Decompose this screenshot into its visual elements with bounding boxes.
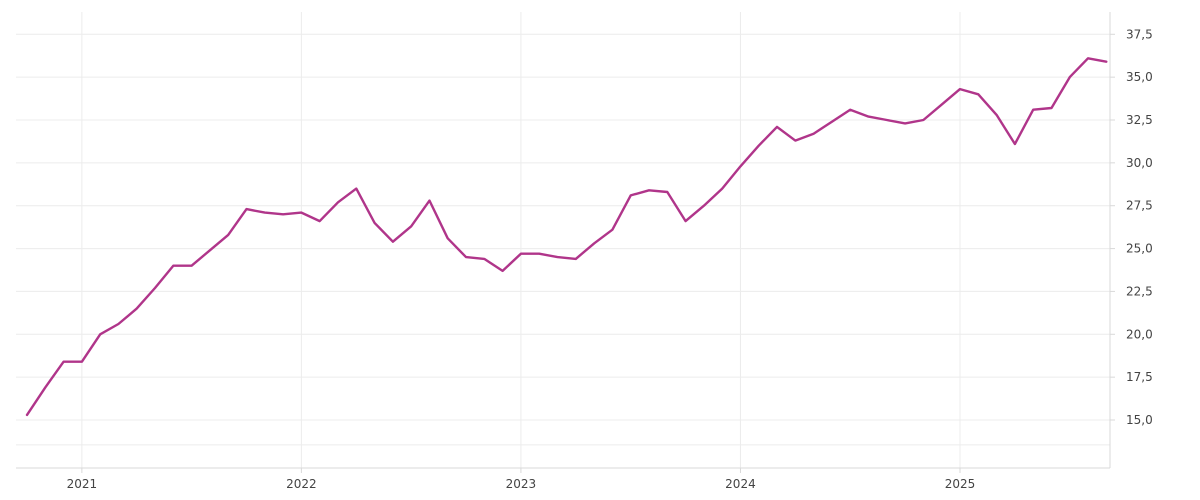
y-tick-label: 20,0 (1126, 327, 1153, 341)
y-tick-label: 22,5 (1126, 284, 1153, 298)
x-tick-label: 2023 (506, 477, 537, 491)
y-tick-label: 37,5 (1126, 27, 1153, 41)
y-tick-label: 35,0 (1126, 70, 1153, 84)
y-gridlines (16, 33, 1115, 446)
y-tick-label: 32,5 (1126, 113, 1153, 127)
x-tick-labels: 2021 2022 2023 2024 2025 (67, 477, 976, 491)
y-tick-label: 30,0 (1126, 156, 1153, 170)
y-tick-label: 27,5 (1126, 199, 1153, 213)
y-tick-label: 17,5 (1126, 370, 1153, 384)
x-tick-label: 2025 (945, 477, 976, 491)
x-tick-label: 2021 (67, 477, 98, 491)
series-line (25, 57, 1108, 417)
y-tick-label: 15,0 (1126, 413, 1153, 427)
y-tick-labels: 15,0 17,5 20,0 22,5 25,0 27,5 30,0 32,5 35,0 37,5 (1126, 27, 1153, 427)
x-gridlines (81, 12, 961, 473)
x-tick-label: 2024 (725, 477, 756, 491)
x-tick-label: 2022 (286, 477, 317, 491)
series-group (25, 57, 1108, 417)
y-tick-label: 25,0 (1126, 242, 1153, 256)
